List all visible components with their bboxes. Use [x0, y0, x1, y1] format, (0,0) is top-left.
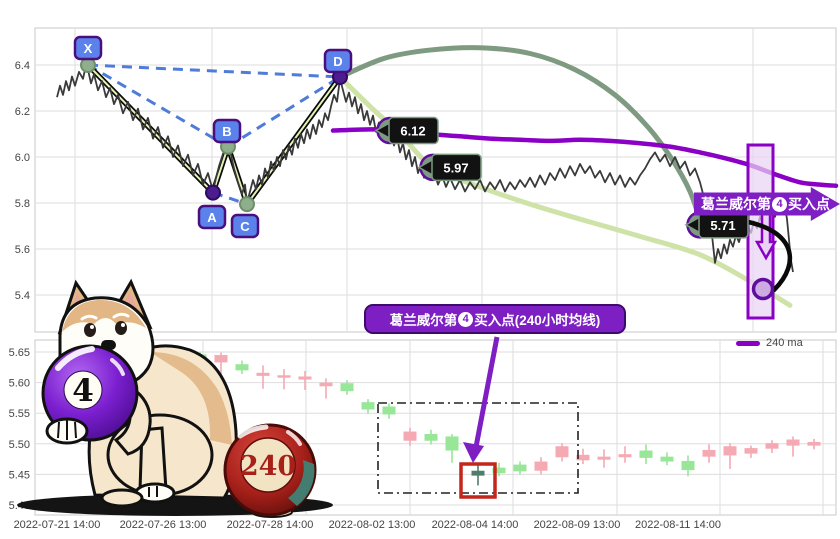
- pattern-label: X: [84, 41, 93, 56]
- callout-circled-number: 4: [458, 311, 474, 327]
- candle-body: [744, 448, 758, 454]
- candle-body: [492, 467, 506, 474]
- callout-arrow-line: [473, 336, 500, 448]
- bottom-chart-border: [34, 339, 837, 516]
- candle-body: [277, 375, 291, 378]
- legend-240ma[interactable]: 240 ma: [736, 337, 803, 349]
- candle-body: [256, 372, 270, 376]
- pattern-label: A: [207, 210, 217, 225]
- candle-body: [298, 376, 312, 380]
- pattern-label-box: [323, 48, 353, 74]
- pattern-dashed-line: [87, 63, 341, 79]
- pattern-dashed-line: [227, 75, 341, 148]
- x-axis-tick: 2022-08-04 14:00: [432, 519, 519, 531]
- pattern-arc-line: [337, 45, 704, 227]
- candle-body: [382, 406, 396, 415]
- banner-circled-number: 4: [772, 196, 787, 212]
- banner-text-suffix: 买入点: [788, 196, 830, 212]
- pattern-label-box: [230, 213, 260, 239]
- candle-body: [403, 431, 417, 441]
- price-tag-label: 5.71: [710, 218, 735, 233]
- callout-arrow-head: [463, 442, 484, 463]
- candle-body: [723, 446, 737, 456]
- buy-candle-red-box: [459, 462, 497, 499]
- y-axis-tick: 6.4: [15, 60, 30, 72]
- x-axis-tick: 2022-07-28 14:00: [227, 519, 314, 531]
- y-axis-tick: 6.2: [15, 106, 30, 118]
- bottom-chart-annotations: [377, 336, 579, 499]
- pattern-label-box: [212, 118, 242, 144]
- candle-body: [660, 456, 674, 462]
- x-axis-tick: 2022-08-09 13:00: [534, 519, 621, 531]
- price-tag-label: 5.97: [443, 160, 468, 175]
- candle-highlighted: [471, 470, 485, 476]
- ball-4: 4: [41, 344, 139, 442]
- callout-text-suffix: 买入点(240小时均线): [474, 313, 601, 328]
- x-axis-tick: 2022-07-26 13:00: [120, 519, 207, 531]
- shiba-dog-illustration: 4 240: [17, 278, 333, 518]
- candle-body: [424, 434, 438, 441]
- pattern-label: C: [240, 219, 250, 234]
- top-chart-annotations: 6.12 5.97 5.71 X A B C D: [73, 35, 792, 320]
- ball-4-number: 4: [72, 373, 94, 409]
- y-axis-tick: 5.50: [9, 439, 30, 451]
- legend-label: 240 ma: [766, 337, 803, 349]
- buy-point-marker: [751, 277, 775, 301]
- candle-body: [361, 402, 375, 410]
- x-axis-tick: 2022-07-21 14:00: [14, 519, 101, 531]
- y-axis-tick: 5.4: [15, 290, 30, 302]
- ball-240-number: 240: [240, 451, 296, 482]
- candle-body: [786, 439, 800, 446]
- y-axis-tick: 5.60: [9, 378, 30, 390]
- pattern-label-box: [197, 204, 227, 230]
- banner-text-prefix: 葛兰威尔第: [701, 196, 771, 212]
- y-axis-tick: 5.45: [9, 469, 30, 481]
- buy-point-callout: 葛兰威尔第 4 买入点(240小时均线): [364, 304, 626, 334]
- pattern-zone-dashed-box: [377, 402, 579, 494]
- buy-point-banner: 葛兰威尔第 4 买入点: [694, 187, 840, 221]
- pattern-label: D: [333, 54, 342, 69]
- axis-tick-labels: 6.4 6.2 6.0 5.8 5.6 5.4 5.65 5.60 5.55 5.50 5.45 5.…: [9, 60, 721, 531]
- candle-body: [235, 364, 249, 371]
- pattern-label: B: [222, 124, 231, 139]
- candle-body: [340, 383, 354, 392]
- candle-body: [597, 456, 611, 460]
- candle-body: [513, 464, 527, 472]
- candle-body: [445, 436, 459, 451]
- y-axis-tick: 5.8: [15, 198, 30, 210]
- candle-body: [319, 382, 333, 387]
- candle-body: [681, 460, 695, 471]
- pattern-point-marker: [205, 184, 221, 201]
- pattern-label-box: [73, 35, 103, 61]
- candle-body: [214, 355, 228, 363]
- price-tag-box: [431, 153, 482, 182]
- candle-body: [639, 450, 653, 458]
- price-tag-label: 6.12: [400, 124, 425, 139]
- price-tag-box: [388, 116, 439, 145]
- candle-body: [807, 441, 821, 446]
- y-axis-tick: 5.65: [9, 347, 30, 359]
- legend-line-swatch: [736, 340, 760, 346]
- candle-body: [555, 446, 569, 458]
- candle-body: [618, 454, 632, 458]
- callout-text-prefix: 葛兰威尔第: [389, 313, 458, 328]
- y-axis-tick: 5.55: [9, 408, 30, 420]
- x-axis-tick: 2022-08-02 13:00: [329, 519, 416, 531]
- candle-body: [576, 454, 590, 461]
- ball-240: 240: [223, 423, 317, 518]
- y-axis-tick: 5.6: [15, 244, 30, 256]
- candle-body: [534, 461, 548, 471]
- y-axis-tick: 6.0: [15, 152, 30, 164]
- candle-body: [702, 449, 716, 457]
- candle-body: [765, 443, 779, 449]
- pattern-point-marker: [239, 196, 255, 213]
- swoosh-arrow: [734, 217, 792, 293]
- x-axis-tick: 2022-08-11 14:00: [635, 519, 721, 531]
